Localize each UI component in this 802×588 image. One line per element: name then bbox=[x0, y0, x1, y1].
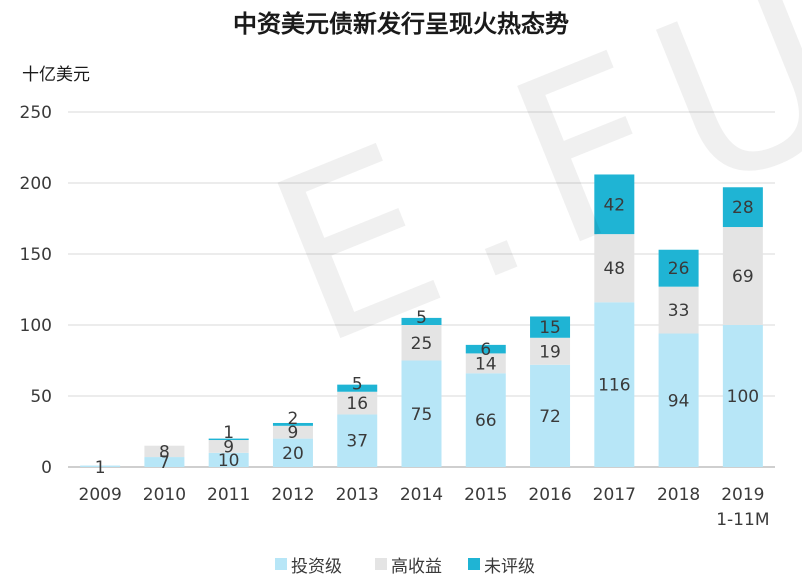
data-label: 5 bbox=[352, 375, 363, 395]
bar-segment bbox=[658, 333, 699, 467]
bar-segment bbox=[530, 364, 571, 467]
data-label: 72 bbox=[539, 407, 561, 427]
bar-segment bbox=[80, 465, 121, 467]
data-label: 37 bbox=[346, 432, 368, 452]
data-label: 16 bbox=[346, 394, 368, 414]
legend-label: 投资级 bbox=[291, 557, 342, 577]
data-label: 33 bbox=[668, 301, 690, 321]
y-tick-label: 200 bbox=[20, 174, 52, 194]
y-tick-label: 250 bbox=[20, 103, 52, 123]
data-label: 10 bbox=[218, 451, 240, 471]
bar-segment bbox=[401, 317, 442, 325]
bar-segment bbox=[594, 302, 635, 467]
data-label: 66 bbox=[475, 411, 497, 431]
bar-segment bbox=[144, 445, 185, 458]
x-tick-label: 2015 bbox=[464, 485, 507, 505]
x-tick-label: 2012 bbox=[271, 485, 314, 505]
x-tick-label: 2019 bbox=[721, 485, 764, 505]
y-axis-unit-label: 十亿美元 bbox=[22, 65, 90, 85]
x-tick-label: 1-11M bbox=[716, 510, 769, 530]
bar-segment bbox=[530, 337, 571, 365]
data-label: 48 bbox=[603, 259, 625, 279]
data-label: 100 bbox=[727, 387, 759, 407]
data-label: 2 bbox=[288, 409, 299, 429]
data-labels: 1 78 1091209237165752556614672191511648429… bbox=[95, 195, 759, 478]
bar-segment bbox=[465, 373, 506, 467]
x-tick-label: 2010 bbox=[143, 485, 186, 505]
y-tick-label: 0 bbox=[41, 458, 52, 478]
data-label: 9 bbox=[288, 423, 299, 443]
x-tick-label: 2011 bbox=[207, 485, 250, 505]
data-label: 6 bbox=[480, 340, 491, 360]
bar-segment bbox=[144, 457, 185, 467]
bar-segment bbox=[272, 425, 313, 439]
bar-segment bbox=[722, 227, 763, 325]
data-label: 69 bbox=[732, 267, 754, 287]
bar-segment bbox=[272, 438, 313, 467]
bar-segment bbox=[594, 234, 635, 303]
bar-segment bbox=[208, 452, 249, 467]
data-label: 28 bbox=[732, 198, 754, 218]
y-tick-label: 150 bbox=[20, 245, 52, 265]
bar-segment bbox=[401, 325, 442, 361]
data-label: 19 bbox=[539, 342, 561, 362]
x-tick-label: 2016 bbox=[528, 485, 571, 505]
bar-segment bbox=[658, 249, 699, 287]
chart-title: 中资美元债新发行呈现火热态势 bbox=[233, 10, 569, 38]
data-label: 9 bbox=[223, 437, 234, 457]
bar-segment bbox=[530, 316, 571, 338]
x-tick-label: 2013 bbox=[336, 485, 379, 505]
bar-segment bbox=[722, 325, 763, 467]
legend-swatch bbox=[468, 558, 480, 570]
y-tick-label: 100 bbox=[20, 316, 52, 336]
bar-segment bbox=[594, 174, 635, 235]
legend: 投资级 高收益 未评级 bbox=[275, 557, 535, 577]
data-label: 20 bbox=[282, 444, 304, 464]
bar-segment bbox=[208, 440, 249, 453]
bar-segment bbox=[337, 384, 378, 392]
bar-segment bbox=[465, 353, 506, 374]
data-label: 8 bbox=[159, 442, 170, 462]
gridlines bbox=[68, 111, 775, 397]
bar-segment bbox=[208, 438, 249, 441]
x-tick-label: 2009 bbox=[79, 485, 122, 505]
data-label: 1 bbox=[223, 423, 234, 443]
data-label: 15 bbox=[539, 318, 561, 338]
legend-swatch bbox=[275, 558, 287, 570]
bar-segment bbox=[722, 187, 763, 228]
data-label: 1 bbox=[95, 458, 106, 478]
legend-label: 高收益 bbox=[391, 557, 442, 577]
bar-segment bbox=[658, 286, 699, 334]
data-label: 26 bbox=[668, 259, 690, 279]
bar-segment bbox=[272, 422, 313, 426]
data-label: 25 bbox=[411, 334, 433, 354]
data-label: 94 bbox=[668, 391, 690, 411]
data-label: 116 bbox=[598, 376, 630, 396]
bar-segment bbox=[337, 414, 378, 467]
bar-segment bbox=[401, 360, 442, 467]
bars bbox=[80, 174, 763, 467]
legend-swatch bbox=[375, 558, 387, 570]
y-tick-label: 50 bbox=[30, 387, 52, 407]
bar-segment bbox=[337, 391, 378, 415]
data-label: 5 bbox=[416, 308, 427, 328]
data-label: 14 bbox=[475, 354, 497, 374]
data-label: 75 bbox=[411, 405, 433, 425]
data-label: 7 bbox=[159, 453, 170, 473]
x-tick-label: 2014 bbox=[400, 485, 443, 505]
x-tick-label: 2018 bbox=[657, 485, 700, 505]
bar-segment bbox=[465, 344, 506, 354]
x-tick-label: 2017 bbox=[593, 485, 636, 505]
data-label: 42 bbox=[603, 195, 625, 215]
legend-label: 未评级 bbox=[484, 557, 535, 577]
